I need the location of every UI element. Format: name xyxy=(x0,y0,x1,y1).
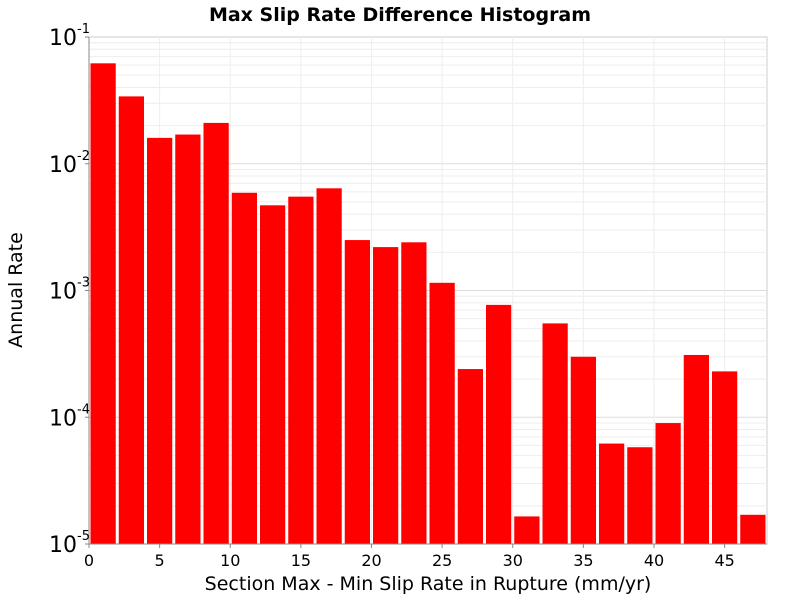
histogram-bar xyxy=(231,192,257,545)
x-axis-label: Section Max - Min Slip Rate in Rupture (… xyxy=(205,573,652,595)
histogram-bar xyxy=(316,188,342,544)
histogram-bar xyxy=(401,242,427,544)
x-tick-label: 5 xyxy=(155,551,165,570)
y-tick-exponent: -3 xyxy=(77,276,90,291)
x-tick-label: 10 xyxy=(220,551,240,570)
y-tick-label: 10 xyxy=(49,26,77,51)
histogram-bar xyxy=(486,304,512,544)
histogram-bar xyxy=(118,96,144,545)
y-ticks: 10-510-410-310-210-1 xyxy=(49,22,90,558)
y-tick-label: 10 xyxy=(49,406,77,431)
histogram-bar xyxy=(542,323,568,544)
y-tick-exponent: -1 xyxy=(77,22,90,37)
x-ticks: 0 5 10 15 20 25 30 35 40 45 xyxy=(84,544,735,570)
histogram-bar xyxy=(655,423,681,544)
y-tick-exponent: -2 xyxy=(77,149,90,164)
chart-title: Max Slip Rate Difference Histogram xyxy=(209,4,591,26)
histogram-bar xyxy=(712,371,738,544)
bars xyxy=(90,63,766,545)
histogram-bar xyxy=(147,137,173,544)
x-tick-label: 45 xyxy=(714,551,734,570)
histogram-bar xyxy=(457,369,483,544)
histogram-bar xyxy=(740,514,766,544)
histogram-bar xyxy=(344,240,370,545)
x-tick-label: 30 xyxy=(503,551,523,570)
histogram-bar xyxy=(260,205,286,545)
histogram-bar xyxy=(203,122,229,545)
y-tick-exponent: -4 xyxy=(77,402,90,417)
x-tick-label: 25 xyxy=(432,551,452,570)
histogram-bar xyxy=(288,196,314,544)
histogram-bar xyxy=(90,63,116,544)
y-tick-label: 10 xyxy=(49,533,77,558)
histogram-bar xyxy=(429,282,455,544)
histogram-bar xyxy=(599,443,625,544)
histogram-bar xyxy=(373,247,399,544)
y-tick-exponent: -5 xyxy=(77,529,90,544)
histogram-bar xyxy=(627,447,653,544)
x-tick-label: 15 xyxy=(291,551,311,570)
histogram-bar xyxy=(570,356,596,544)
y-tick-label: 10 xyxy=(49,280,77,305)
y-tick-label: 10 xyxy=(49,153,77,178)
histogram-bar xyxy=(683,354,709,544)
x-tick-label: 0 xyxy=(84,551,94,570)
y-axis-label: Annual Rate xyxy=(5,232,27,348)
histogram-bar xyxy=(175,134,201,545)
x-tick-label: 40 xyxy=(644,551,664,570)
x-tick-label: 35 xyxy=(573,551,593,570)
histogram-bar xyxy=(514,516,540,544)
x-tick-label: 20 xyxy=(361,551,381,570)
